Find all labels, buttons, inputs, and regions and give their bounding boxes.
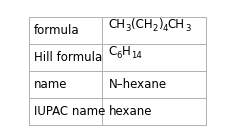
Text: H: H [122,45,131,58]
Text: IUPAC name: IUPAC name [34,105,105,118]
Text: CH: CH [109,18,125,31]
Text: 2: 2 [153,24,158,33]
Text: 3: 3 [125,24,131,33]
Text: formula: formula [34,24,79,37]
Text: 3: 3 [185,24,190,33]
Text: (CH: (CH [131,18,153,31]
Text: 14: 14 [131,51,142,60]
Text: name: name [34,78,68,91]
Text: ): ) [158,18,163,31]
Text: N–hexane: N–hexane [109,78,167,91]
Text: CH: CH [168,18,185,31]
Text: C: C [109,45,117,58]
Text: Hill formula: Hill formula [34,51,102,64]
Text: 6: 6 [117,51,122,60]
Text: 4: 4 [163,24,168,33]
Text: hexane: hexane [109,105,152,118]
